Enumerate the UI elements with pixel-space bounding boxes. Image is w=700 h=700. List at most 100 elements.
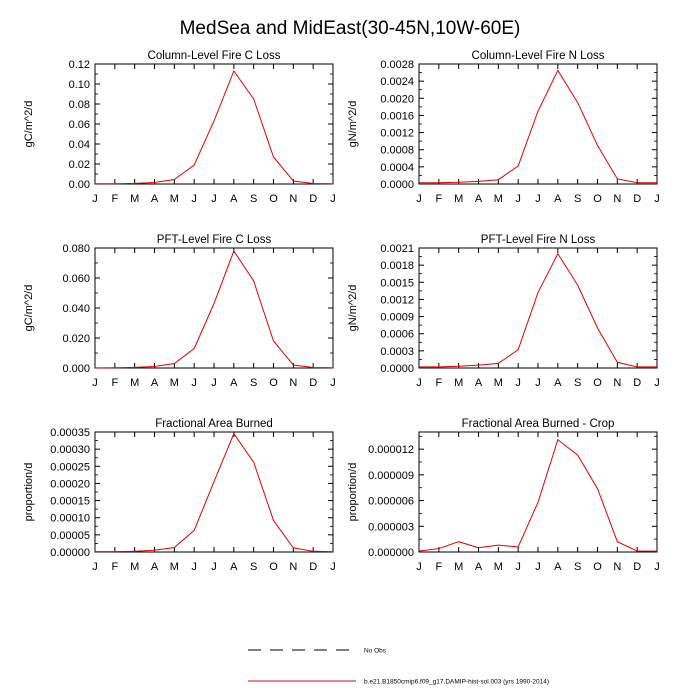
x-tick-label: J [515,561,521,573]
x-tick-label: J [535,377,541,389]
y-axis-label: proportion/d [23,463,35,522]
x-tick-label: A [151,193,159,205]
y-tick-label: 0.0020 [380,93,414,105]
chart-panel-3: PFT-Level Fire C Loss gC/m^2/d 0.000 0.020 0… [23,234,336,389]
x-tick-label: D [633,561,641,573]
y-axis-label: gC/m^2/d [23,101,35,148]
chart-panel-5: Fractional Area Burned proportion/d 0.0000… [23,418,336,573]
x-tick-label: J [92,377,98,389]
x-tick-label: O [269,193,278,205]
x-tick-label: J [191,377,197,389]
y-tick-label: 0.000006 [368,496,414,508]
y-tick-label: 0.0028 [380,59,414,71]
x-tick-label: M [130,377,139,389]
y-tick-label: 0.0004 [380,162,414,174]
plot-frame [418,63,658,185]
y-tick-label: 0.040 [62,303,90,315]
x-tick-label: J [654,193,660,205]
plot-frame [94,431,334,553]
x-tick-label: M [494,193,503,205]
y-tick-label: 0.04 [69,139,90,151]
x-tick-label: J [191,193,197,205]
x-tick-label: A [554,377,562,389]
x-tick-label: D [309,561,317,573]
x-tick-label: J [535,561,541,573]
y-tick-label: 0.0000 [380,363,414,375]
y-tick-label: 0.000012 [368,444,414,456]
panel-title: PFT-Level Fire C Loss [157,234,272,246]
plot-frame [94,247,334,369]
plot-frame [418,431,658,553]
x-tick-label: J [92,561,98,573]
x-tick-label: N [289,561,297,573]
x-tick-label: J [330,377,336,389]
x-tick-label: A [554,193,562,205]
panel-title: PFT-Level Fire N Loss [481,234,596,246]
y-tick-label: 0.00005 [50,530,90,542]
y-tick-label: 0.00 [69,179,90,191]
y-tick-label: 0.000009 [368,470,414,482]
y-tick-label: 0.0009 [380,312,414,324]
y-tick-label: 0.0012 [380,128,414,140]
y-tick-label: 0.00035 [50,427,90,439]
x-tick-label: S [574,561,581,573]
x-tick-label: F [435,561,442,573]
y-tick-label: 0.0021 [380,243,414,255]
series-line-1 [419,252,657,368]
x-tick-label: J [416,377,422,389]
x-tick-label: D [309,193,317,205]
x-tick-label: M [130,193,139,205]
panels: Column-Level Fire C Loss gC/m^2/d 0.00 0.02… [23,50,660,573]
x-tick-label: A [151,561,159,573]
x-tick-label: J [211,193,217,205]
y-tick-label: 0.0006 [380,329,414,341]
x-tick-label: A [230,561,238,573]
x-tick-label: D [633,193,641,205]
y-tick-label: 0.08 [69,99,90,111]
panel-title: Column-Level Fire C Loss [148,50,281,62]
series-line-1 [419,69,657,184]
x-tick-label: J [654,377,660,389]
legend-model-label: b.e21.B1850cmip6.f09_g17.DAMIP-hist-sol.… [364,679,549,686]
y-tick-label: 0.0008 [380,145,414,157]
x-tick-label: J [654,561,660,573]
x-tick-label: J [416,561,422,573]
y-axis-label: gN/m^2/d [347,285,359,332]
y-tick-label: 0.000 [62,363,90,375]
x-tick-label: S [250,377,257,389]
y-tick-label: 0.12 [69,59,90,71]
series-line-1 [94,249,334,369]
y-tick-label: 0.00010 [50,513,90,525]
x-tick-label: M [170,377,179,389]
series-line-1 [95,432,334,553]
panel-title: Fractional Area Burned - Crop [462,418,615,430]
x-tick-label: J [515,193,521,205]
x-tick-label: O [269,561,278,573]
x-tick-label: J [211,377,217,389]
chart-panel-4: PFT-Level Fire N Loss gN/m^2/d 0.0000 0.000… [347,234,660,389]
panel-title: Fractional Area Burned [155,418,273,430]
x-tick-label: D [633,377,641,389]
series-line-1 [94,69,334,185]
x-tick-label: M [494,377,503,389]
y-tick-label: 0.020 [62,333,90,345]
x-tick-label: N [613,193,621,205]
y-tick-label: 0.0024 [380,76,414,88]
x-tick-label: J [330,193,336,205]
y-tick-label: 0.00025 [50,461,90,473]
x-tick-label: F [111,377,118,389]
x-tick-label: A [475,377,483,389]
legend: No Obs b.e21.B1850cmip6.f09_g17.DAMIP-hi… [248,648,549,686]
series-line-1 [418,438,657,552]
x-tick-label: A [475,561,483,573]
x-tick-label: J [191,561,197,573]
y-tick-label: 0.0016 [380,110,414,122]
y-tick-label: 0.0018 [380,260,414,272]
y-tick-label: 0.0003 [380,346,414,358]
x-tick-label: M [454,377,463,389]
y-tick-label: 0.060 [62,273,90,285]
x-tick-label: J [416,193,422,205]
panel-title: Column-Level Fire N Loss [472,50,605,62]
y-axis-label: gC/m^2/d [23,285,35,332]
